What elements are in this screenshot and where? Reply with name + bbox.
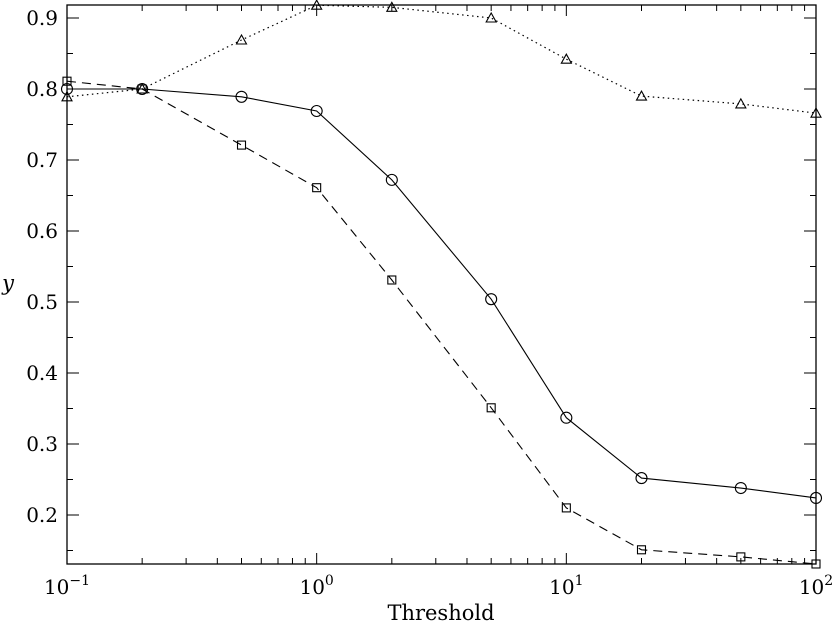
y-tick-label: 0.5 bbox=[26, 290, 58, 314]
y-tick-label: 0.9 bbox=[26, 6, 58, 30]
plot-frame bbox=[66, 4, 817, 565]
square-marker bbox=[736, 552, 746, 562]
triangle-marker bbox=[385, 1, 398, 12]
triangle-marker bbox=[560, 53, 573, 64]
square-marker bbox=[62, 76, 72, 86]
y-tick-label: 0.4 bbox=[26, 361, 58, 385]
plot-border bbox=[66, 4, 817, 565]
y-tick-label: 0.2 bbox=[26, 503, 58, 527]
square-marker bbox=[387, 275, 397, 285]
square-marker bbox=[561, 503, 571, 513]
triangle-marker bbox=[485, 11, 498, 23]
triangle-marker bbox=[635, 89, 648, 101]
x-tick-label: 10−1 bbox=[44, 573, 90, 599]
circle-marker bbox=[560, 411, 573, 424]
y-tick-label: 0.6 bbox=[26, 219, 58, 243]
square-marker bbox=[811, 559, 821, 569]
series-line bbox=[66, 80, 817, 565]
circle-marker bbox=[485, 293, 498, 306]
square-marker bbox=[236, 140, 247, 150]
square-marker bbox=[312, 183, 322, 193]
triangle-marker bbox=[136, 82, 149, 94]
y-tick-label: 0.8 bbox=[26, 77, 58, 101]
data-series bbox=[60, 0, 823, 569]
square-marker bbox=[636, 545, 647, 555]
series-circles-solid bbox=[60, 82, 823, 505]
circle-marker bbox=[635, 472, 648, 485]
triangle-marker bbox=[235, 33, 248, 45]
triangle-marker bbox=[310, 0, 323, 10]
triangle-marker bbox=[734, 97, 747, 109]
circle-marker bbox=[310, 104, 323, 118]
triangle-marker bbox=[810, 107, 822, 118]
circle-marker bbox=[385, 173, 398, 186]
series-triangles-dotted bbox=[61, 0, 822, 118]
axis-ticks bbox=[66, 5, 817, 564]
x-axis-label: Threshold bbox=[387, 601, 494, 625]
y-tick-label: 0.7 bbox=[26, 148, 58, 172]
x-tick-label: 102 bbox=[799, 573, 833, 599]
series-line bbox=[67, 88, 817, 499]
series-squares-dashed bbox=[62, 76, 821, 569]
x-tick-label: 101 bbox=[549, 573, 583, 599]
circle-marker bbox=[235, 90, 248, 103]
circle-marker bbox=[60, 82, 74, 96]
series-line bbox=[66, 4, 817, 114]
triangle-marker bbox=[61, 90, 73, 102]
circle-marker bbox=[734, 481, 747, 495]
square-marker bbox=[486, 403, 496, 413]
y-tick-label: 0.3 bbox=[26, 432, 58, 456]
y-axis-label: y bbox=[1, 271, 15, 295]
x-tick-label: 100 bbox=[299, 573, 333, 599]
tick-labels: 0.2 0.3 0.4 0.5 0.6 0.7 0.8 0.9 10−1 100 101 102 bbox=[26, 6, 833, 599]
circle-marker bbox=[809, 491, 823, 505]
